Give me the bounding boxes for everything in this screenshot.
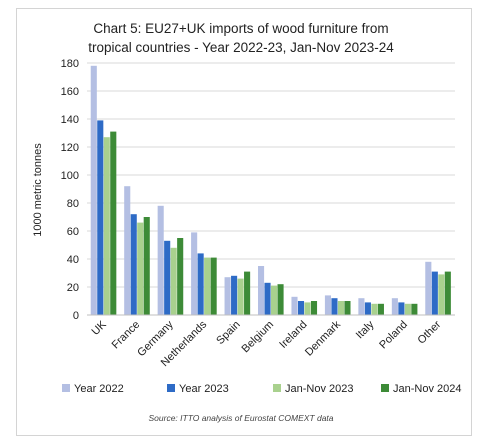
bar-jan-nov-2024-other	[444, 271, 451, 315]
bar-jan-nov-2024-ireland	[310, 301, 318, 315]
bar-year-2022-germany	[157, 205, 164, 315]
bar-year-2022-poland	[391, 298, 398, 315]
bar-jan-nov-2023-netherlands	[204, 257, 211, 315]
bar-year-2023-uk	[97, 120, 104, 316]
y-tick-label: 100	[61, 170, 79, 182]
y-tick-label: 140	[61, 114, 79, 126]
bar-jan-nov-2023-germany	[170, 247, 177, 315]
bar-year-2023-ireland	[297, 301, 305, 315]
bar-jan-nov-2024-poland	[411, 303, 418, 315]
bar-jan-nov-2024-germany	[177, 238, 184, 315]
legend: Year 2022 Year 2023 Jan-Nov 2023 Jan-Nov 20…	[62, 383, 462, 395]
x-tick-label: Belgium	[240, 319, 277, 356]
bar-year-2022-other	[425, 261, 432, 315]
bar-jan-nov-2024-denmark	[344, 301, 351, 315]
legend-swatch	[381, 384, 389, 392]
bar-jan-nov-2024-netherlands	[210, 257, 217, 315]
bar-year-2023-france	[130, 214, 137, 315]
y-tick-label: 160	[61, 86, 79, 98]
bar-year-2022-denmark	[324, 295, 332, 315]
bar-jan-nov-2024-france	[143, 217, 150, 315]
bar-jan-nov-2023-denmark	[337, 301, 345, 315]
bar-jan-nov-2023-italy	[371, 303, 378, 315]
legend-swatch	[167, 384, 175, 392]
bars	[90, 65, 451, 316]
x-tick-label: Poland	[377, 319, 410, 352]
bar-year-2022-belgium	[258, 266, 265, 315]
bar-year-2023-italy	[364, 302, 371, 315]
x-tick-label: UK	[90, 318, 110, 338]
bar-year-2023-belgium	[264, 282, 271, 315]
y-tick-label: 40	[67, 254, 79, 266]
bar-year-2023-poland	[398, 302, 405, 315]
bar-jan-nov-2023-poland	[404, 303, 411, 315]
bar-jan-nov-2023-other	[438, 274, 445, 315]
x-tick-label: Spain	[214, 319, 242, 347]
bar-year-2022-netherlands	[191, 232, 198, 315]
chart-title-line-1: Chart 5: EU27+UK imports of wood furnitu…	[93, 21, 388, 36]
chart-title-line-2: tropical countries - Year 2022-23, Jan-N…	[88, 40, 394, 55]
x-tick-label: Italy	[354, 318, 377, 341]
x-tick-label: Ireland	[277, 319, 309, 351]
bar-jan-nov-2023-spain	[237, 278, 244, 315]
y-tick-label: 120	[61, 142, 79, 154]
bar-year-2023-germany	[164, 240, 171, 315]
bar-jan-nov-2023-ireland	[304, 302, 311, 315]
bar-jan-nov-2024-italy	[377, 303, 384, 315]
bar-jan-nov-2024-spain	[244, 271, 251, 315]
bar-year-2023-denmark	[331, 298, 338, 315]
bar-year-2022-ireland	[291, 296, 298, 315]
y-tick-label: 180	[61, 58, 79, 70]
legend-label: Jan-Nov 2024	[393, 383, 462, 395]
bar-jan-nov-2023-france	[137, 222, 144, 315]
bar-jan-nov-2023-belgium	[271, 285, 278, 315]
bar-year-2022-spain	[224, 277, 231, 315]
legend-label: Year 2023	[179, 383, 229, 395]
y-tick-label: 80	[67, 198, 79, 210]
bar-year-2023-spain	[231, 275, 238, 315]
legend-label: Jan-Nov 2023	[285, 383, 354, 395]
y-tick-label: 60	[67, 226, 79, 238]
bar-jan-nov-2024-uk	[110, 131, 117, 315]
bar-year-2023-netherlands	[197, 253, 204, 315]
x-tick-label: France	[110, 319, 143, 352]
legend-swatch	[273, 384, 281, 392]
x-tick-label: Other	[415, 318, 443, 346]
bar-jan-nov-2024-belgium	[277, 284, 284, 315]
y-tick-label: 20	[67, 282, 79, 294]
bar-year-2022-italy	[358, 298, 365, 315]
bar-year-2022-france	[124, 186, 131, 315]
legend-label: Year 2022	[74, 383, 124, 395]
bar-year-2023-other	[431, 271, 438, 315]
y-tick-label: 0	[73, 310, 79, 322]
legend-swatch	[62, 384, 70, 392]
bar-year-2022-uk	[90, 65, 97, 315]
source-note: Source: ITTO analysis of Eurostat COMEXT…	[148, 413, 333, 423]
bar-jan-nov-2023-uk	[103, 137, 110, 315]
x-tick-label: Denmark	[303, 318, 343, 358]
y-axis-title: 1000 metric tonnes	[32, 143, 44, 237]
